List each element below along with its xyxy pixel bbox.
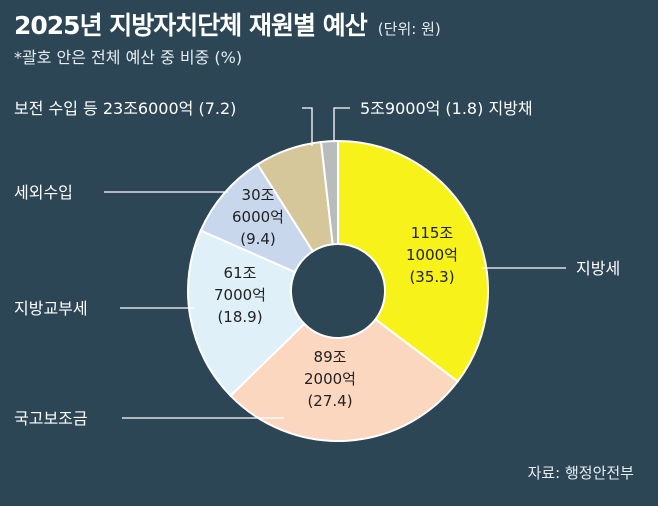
category-label-지방교부세: 지방교부세 — [14, 299, 88, 318]
slice-label-지방교부세-1: 61조 — [224, 264, 257, 282]
slice-label-지방교부세-3: (18.9) — [217, 308, 262, 326]
slice-label-지방세-3: (35.3) — [409, 268, 454, 286]
category-label-지방세: 지방세 — [576, 259, 620, 278]
title-row: 2025년 지방자치단체 재원별 예산 (단위: 원) — [14, 6, 441, 42]
category-label-국고보조금: 국고보조금 — [14, 409, 88, 428]
unit-note: (단위: 원) — [377, 20, 441, 38]
slice-지방세 — [337, 139, 489, 383]
slices-group — [187, 139, 489, 442]
slice-label-세외수입-1: 30조 — [242, 186, 275, 204]
slice-label-세외수입-2: 6000억 — [232, 208, 284, 226]
slice-label-국고보조금-1: 89조 — [314, 348, 347, 366]
slice-label-지방세-1: 115조 — [411, 224, 454, 242]
slice-지방채 — [319, 139, 339, 246]
leader-line-지방채 — [333, 107, 350, 142]
inside-labels-group: 115조 1000억 (35.3) 89조 2000억 (27.4) 61조 7000억 (18… — [214, 186, 458, 410]
source-note: 자료: 행정안전부 — [527, 464, 634, 482]
chart-subtitle: *괄호 안은 전체 예산 중 비중 (%) — [14, 48, 243, 67]
category-label-지방채: 5조9000억 (1.8) 지방채 — [360, 99, 533, 118]
leader-line-보전-수입-등 — [302, 107, 313, 146]
slice-label-국고보조금-3: (27.4) — [307, 392, 352, 410]
slice-label-지방교부세-2: 7000억 — [214, 286, 266, 304]
category-label-세외수입: 세외수입 — [14, 183, 73, 202]
slice-label-세외수입-3: (9.4) — [240, 230, 276, 248]
chart-title: 2025년 지방자치단체 재원별 예산 — [14, 11, 368, 40]
slice-label-지방세-2: 1000억 — [406, 246, 458, 264]
slice-label-국고보조금-2: 2000억 — [304, 370, 356, 388]
leader-lines-group — [104, 107, 566, 419]
slice-지방교부세 — [187, 229, 306, 398]
category-label-보전-수입-등: 보전 수입 등 23조6000억 (7.2) — [14, 99, 236, 118]
